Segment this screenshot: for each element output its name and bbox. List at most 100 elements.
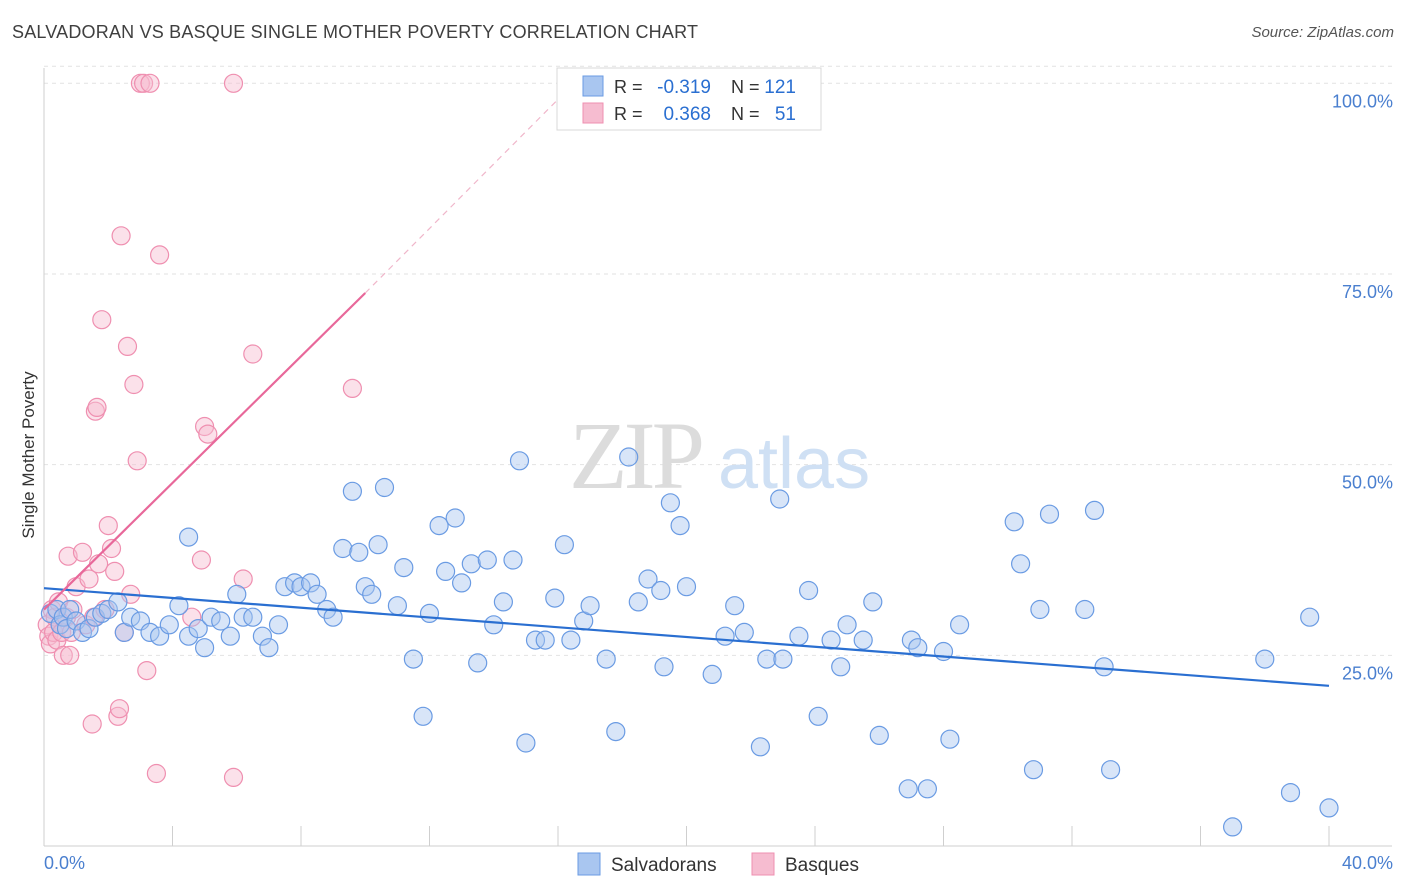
salvadorans-point-22 bbox=[188, 618, 208, 639]
salvadorans-point-60 bbox=[493, 592, 513, 612]
salvadorans-point-78 bbox=[660, 493, 681, 513]
basques-points bbox=[37, 73, 362, 788]
salvadorans-point-72 bbox=[606, 721, 626, 742]
basques-point-48 bbox=[223, 767, 244, 788]
salvadorans-trend-line bbox=[43, 587, 1330, 687]
basques-point-30 bbox=[108, 706, 128, 726]
salvadorans-points bbox=[40, 447, 1339, 837]
salvadorans-point-33 bbox=[275, 577, 295, 597]
salvadorans-point-14 bbox=[121, 607, 141, 627]
salvadorans-point-110 bbox=[1075, 599, 1095, 620]
salvadorans-point-115 bbox=[1255, 649, 1275, 669]
watermark: ZIP atlas bbox=[569, 402, 870, 509]
salvadorans-point-24 bbox=[201, 607, 221, 627]
series-legend: Salvadorans Basques bbox=[577, 852, 859, 876]
basques-point-31 bbox=[109, 699, 130, 719]
salvadorans-point-64 bbox=[525, 630, 546, 650]
salvadorans-point-94 bbox=[837, 615, 857, 635]
series-legend-label-salvadorans: Salvadorans bbox=[611, 855, 717, 876]
legend-r-value-basques: 0.368 bbox=[663, 104, 711, 125]
salvadorans-point-80 bbox=[676, 577, 697, 597]
legend-r-label-basques: R = bbox=[614, 104, 643, 124]
basques-point-40 bbox=[137, 660, 157, 681]
salvadorans-point-84 bbox=[734, 622, 754, 643]
basques-point-52 bbox=[342, 378, 362, 398]
legend-swatch-salvadorans bbox=[582, 75, 604, 97]
legend-n-label-salvadorans: N = bbox=[731, 77, 760, 97]
salvadorans-point-41 bbox=[342, 481, 362, 501]
salvadorans-point-8 bbox=[79, 618, 99, 639]
salvadorans-point-50 bbox=[413, 706, 433, 726]
salvadorans-point-103 bbox=[940, 729, 960, 749]
basques-point-12 bbox=[58, 546, 78, 566]
salvadorans-point-51 bbox=[419, 603, 440, 624]
salvadorans-point-101 bbox=[917, 779, 938, 799]
salvadorans-point-56 bbox=[461, 554, 481, 574]
legend-n-label-basques: N = bbox=[731, 104, 760, 124]
basques-point-47 bbox=[198, 424, 218, 444]
stats-legend: R = -0.319 N = 121 R = 0.368 N = 51 bbox=[556, 67, 822, 131]
salvadorans-point-29 bbox=[243, 607, 263, 627]
salvadorans-point-5 bbox=[60, 599, 80, 620]
chart-source: Source: ZipAtlas.com bbox=[1251, 24, 1394, 41]
salvadorans-point-111 bbox=[1084, 500, 1105, 520]
salvadorans-point-49 bbox=[403, 649, 423, 669]
salvadorans-point-99 bbox=[901, 630, 922, 650]
basques-point-19 bbox=[79, 569, 99, 589]
salvadorans-point-113 bbox=[1100, 760, 1121, 780]
legend-r-label-salvadorans: R = bbox=[614, 77, 643, 97]
series-legend-swatch-basques bbox=[751, 852, 775, 876]
salvadorans-point-118 bbox=[1319, 798, 1339, 818]
basques-point-43 bbox=[150, 245, 170, 265]
salvadorans-point-71 bbox=[596, 649, 616, 669]
salvadorans-point-44 bbox=[362, 584, 382, 604]
salvadorans-point-73 bbox=[619, 447, 639, 467]
salvadorans-point-58 bbox=[477, 550, 497, 570]
gridlines bbox=[44, 65, 1392, 656]
basques-point-25 bbox=[92, 310, 112, 330]
salvadorans-point-97 bbox=[869, 725, 889, 746]
salvadorans-point-3 bbox=[53, 607, 73, 627]
salvadorans-point-11 bbox=[98, 599, 118, 620]
salvadorans-point-32 bbox=[268, 615, 289, 635]
salvadorans-point-55 bbox=[452, 573, 472, 593]
salvadorans-point-96 bbox=[863, 592, 883, 612]
basques-point-24 bbox=[88, 554, 109, 574]
y-axis-label: Single Mother Poverty bbox=[19, 371, 38, 539]
salvadorans-point-77 bbox=[654, 657, 674, 677]
salvadorans-point-35 bbox=[291, 577, 311, 597]
basques-point-17 bbox=[72, 542, 93, 562]
basques-point-13 bbox=[60, 645, 80, 665]
salvadorans-point-114 bbox=[1222, 817, 1243, 837]
salvadorans-point-76 bbox=[651, 580, 671, 601]
watermark-atlas: atlas bbox=[718, 424, 870, 504]
y-tick-label-1: 50.0% bbox=[1342, 473, 1393, 493]
basques-trend-extension bbox=[364, 82, 575, 294]
basques-point-29 bbox=[105, 561, 125, 582]
salvadorans-point-36 bbox=[301, 573, 321, 593]
y-tick-label-2: 75.0% bbox=[1342, 282, 1393, 302]
x-tick-label-max: 40.0% bbox=[1342, 853, 1393, 873]
salvadorans-point-68 bbox=[561, 630, 581, 650]
series-legend-label-basques: Basques bbox=[785, 855, 859, 876]
salvadorans-point-27 bbox=[227, 584, 247, 604]
salvadorans-point-93 bbox=[831, 657, 851, 677]
salvadorans-point-105 bbox=[1004, 512, 1024, 532]
salvadorans-point-61 bbox=[503, 550, 523, 570]
salvadorans-point-45 bbox=[368, 535, 388, 555]
salvadorans-point-21 bbox=[179, 527, 199, 547]
salvadorans-point-67 bbox=[554, 535, 575, 555]
basques-point-45 bbox=[191, 550, 211, 570]
y-tick-labels: 25.0% 50.0% 75.0% 100.0% bbox=[1332, 91, 1393, 683]
basques-point-37 bbox=[127, 451, 147, 471]
salvadorans-point-48 bbox=[394, 557, 414, 578]
x-tick-label-min: 0.0% bbox=[44, 853, 85, 873]
salvadorans-point-63 bbox=[516, 733, 536, 753]
salvadorans-point-28 bbox=[233, 607, 253, 627]
salvadorans-point-83 bbox=[725, 596, 745, 616]
salvadorans-point-112 bbox=[1094, 657, 1114, 677]
legend-swatch-basques bbox=[582, 102, 604, 124]
salvadorans-point-53 bbox=[436, 561, 456, 582]
basques-point-34 bbox=[117, 336, 138, 356]
